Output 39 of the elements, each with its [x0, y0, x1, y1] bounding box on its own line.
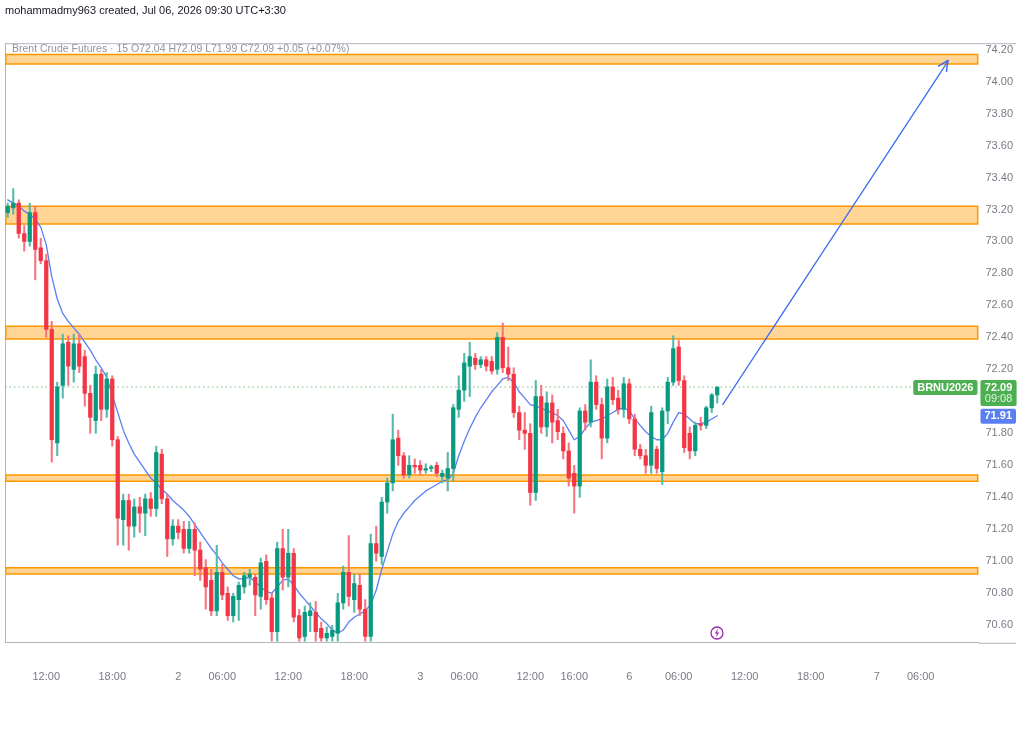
x-tick-label: 06:00: [906, 670, 935, 683]
x-tick-label: 7: [873, 670, 880, 683]
text: 72.09: [984, 380, 1013, 393]
y-tick-label: 74.00: [985, 74, 1013, 87]
y-tick-label: 72.20: [985, 362, 1013, 375]
y-tick-label: 71.00: [985, 554, 1013, 567]
y-tick-label: 71.80: [985, 426, 1013, 439]
chart-subtitle: Brent Crude Futures · 15 O72.04 H72.09 L71.99 C72.09 +0.05 (+0.07%): [12, 42, 350, 55]
x-tick-label: 06:00: [208, 670, 237, 683]
x-tick-label: 18:00: [98, 670, 127, 683]
y-tick-label: 73.40: [985, 170, 1013, 183]
y-tick-label: 71.60: [985, 458, 1013, 471]
y-tick-label: 71.40: [985, 490, 1013, 503]
annotation: 71.91: [984, 409, 1012, 422]
y-tick-label: 73.00: [985, 234, 1013, 247]
x-tick-label: 12:00: [274, 670, 303, 683]
y-tick-label: 73.80: [985, 106, 1013, 119]
x-tick-label: 12:00: [730, 670, 759, 683]
y-tick-label: 72.60: [985, 298, 1013, 311]
y-tick-label: 73.20: [985, 202, 1013, 215]
y-tick-label: 74.20: [985, 42, 1013, 55]
x-tick-label: 16:00: [560, 670, 588, 683]
x-tick-label: 2: [175, 670, 182, 683]
x-tick-label: 06:00: [450, 670, 478, 683]
text: 09:08: [984, 391, 1013, 404]
y-tick-label: 72.40: [985, 330, 1013, 343]
x-tick-label: 18:00: [796, 670, 825, 683]
x-tick-label: 3: [417, 670, 424, 683]
y-tick-label: 71.20: [985, 522, 1013, 535]
y-tick-label: 70.80: [985, 586, 1013, 599]
y-tick-label: 70.60: [985, 618, 1013, 631]
chart-title: mohammadmy963 created, Jul 06, 2026 09:30 UTC+3:30: [5, 3, 286, 16]
x-tick-label: 06:00: [664, 670, 693, 683]
x-tick-label: 18:00: [340, 670, 369, 683]
y-tick-label: 72.80: [985, 266, 1013, 279]
x-tick-label: 12:00: [516, 670, 544, 683]
x-tick-label: 12:00: [32, 670, 61, 683]
x-tick-label: 6: [626, 670, 633, 683]
y-tick-label: 73.60: [985, 138, 1013, 151]
